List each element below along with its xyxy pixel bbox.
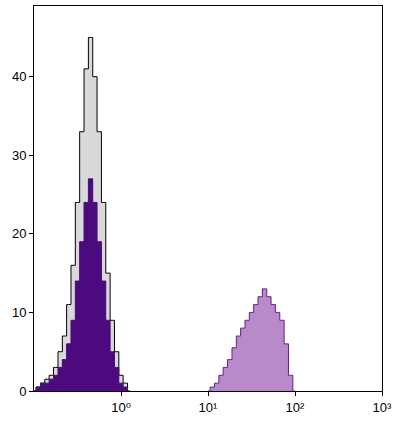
svg-text:0: 0	[19, 384, 26, 399]
svg-text:10²: 10²	[286, 400, 305, 415]
svg-text:20: 20	[12, 226, 26, 241]
svg-text:10: 10	[12, 305, 26, 320]
svg-text:10¹: 10¹	[199, 400, 218, 415]
svg-text:30: 30	[12, 148, 26, 163]
svg-text:10³: 10³	[373, 400, 392, 415]
svg-text:10⁰: 10⁰	[111, 400, 131, 415]
svg-text:40: 40	[12, 69, 26, 84]
